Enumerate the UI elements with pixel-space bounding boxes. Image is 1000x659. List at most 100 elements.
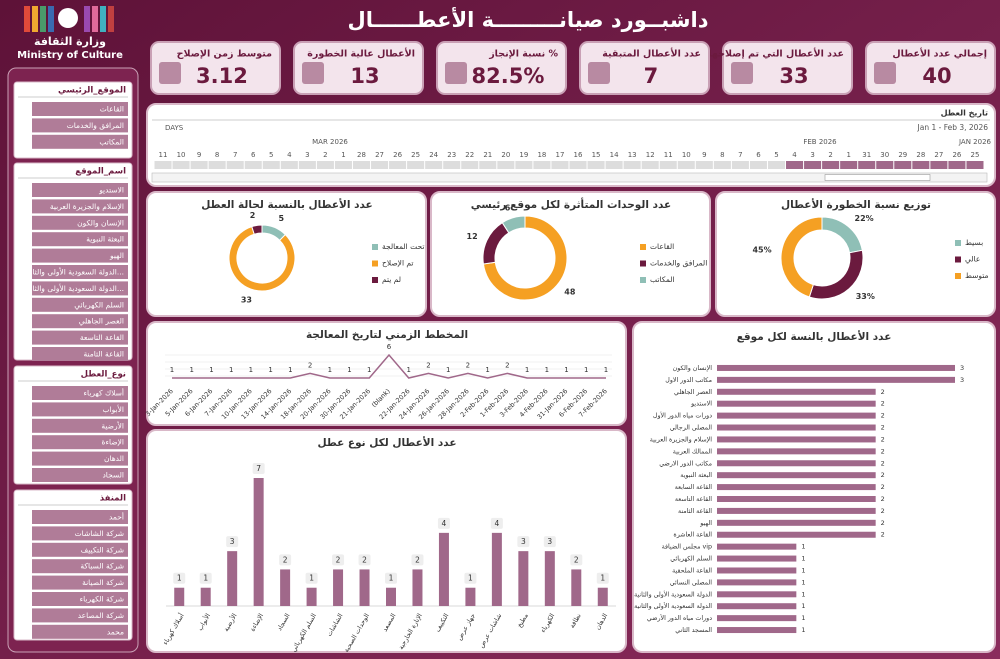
timeline-cell[interactable] <box>677 161 695 169</box>
timeline-cell[interactable] <box>804 161 822 169</box>
slicer-item[interactable] <box>32 418 128 433</box>
slicer-item[interactable] <box>32 386 128 400</box>
timeline-cell[interactable] <box>912 161 930 169</box>
slicer-item-label[interactable]: القاعة الثامنة <box>83 350 124 359</box>
timeline-cell[interactable] <box>876 161 894 169</box>
slicer-item-label[interactable]: أسلاك كهرباء <box>84 388 124 398</box>
timeline-cell[interactable] <box>587 161 605 169</box>
slicer-item[interactable] <box>32 134 128 149</box>
slicer-item-label[interactable]: الدولة السعودية الأولى والثا... <box>32 267 124 277</box>
slicer-item[interactable] <box>32 215 128 230</box>
slicer-item[interactable] <box>32 592 128 606</box>
slicer-item[interactable] <box>32 330 128 345</box>
slicer-item-label[interactable]: شركة السباكة <box>80 562 124 571</box>
slicer-item-label[interactable]: الإنسان والكون <box>77 218 124 227</box>
slicer-item[interactable] <box>32 232 128 247</box>
slicer-item-label[interactable]: شركة الشاشات <box>75 529 124 538</box>
slicer-item[interactable] <box>32 402 128 417</box>
timeline-cell[interactable] <box>749 161 767 169</box>
timeline-cell[interactable] <box>443 161 461 169</box>
timeline-cell[interactable] <box>280 161 298 169</box>
timeline-cell[interactable] <box>425 161 443 169</box>
slicer-item[interactable] <box>32 435 128 450</box>
slicer-item[interactable] <box>32 199 128 214</box>
timeline-cell[interactable] <box>298 161 316 169</box>
slicer-item-label[interactable]: المرافق والخدمات <box>67 121 124 130</box>
slicer-item-label[interactable]: السلم الكهربائي <box>74 300 124 309</box>
timeline-cell[interactable] <box>334 161 352 169</box>
timeline-cell[interactable] <box>858 161 876 169</box>
slicer-item[interactable] <box>32 526 128 541</box>
timeline-cell[interactable] <box>605 161 623 169</box>
timeline-cell[interactable] <box>371 161 389 169</box>
slicer-item-label[interactable]: محمد <box>107 627 124 636</box>
timeline-cell[interactable] <box>389 161 407 169</box>
timeline-cell[interactable] <box>226 161 244 169</box>
timeline-cell[interactable] <box>244 161 262 169</box>
slicer-item[interactable] <box>32 118 128 133</box>
slicer-item[interactable] <box>32 542 128 557</box>
timeline-cell[interactable] <box>948 161 966 169</box>
timeline-cell[interactable] <box>767 161 786 169</box>
slicer-item[interactable] <box>32 265 128 279</box>
slicer-item-label[interactable]: شركة التكييف <box>81 545 124 554</box>
slicer-item-label[interactable]: الدهان <box>104 454 124 463</box>
timeline-cell[interactable] <box>533 161 551 169</box>
timeline-cell[interactable] <box>930 161 948 169</box>
slicer-item[interactable] <box>32 102 128 116</box>
slicer-item-label[interactable]: السجاد <box>102 471 124 480</box>
slicer-item[interactable] <box>32 248 128 263</box>
timeline-cell[interactable] <box>497 161 515 169</box>
slicer-item-label[interactable]: الأرضية <box>101 420 124 430</box>
slicer-item[interactable] <box>32 297 128 312</box>
slicer-item[interactable] <box>32 451 128 466</box>
slicer-item-label[interactable]: القاعات <box>100 105 124 114</box>
slicer-item-label[interactable]: العصر الجاهلي <box>79 317 124 326</box>
timeline-cell[interactable] <box>316 161 334 169</box>
slicer-item-label[interactable]: شركة المصاعد <box>78 611 124 620</box>
timeline-cell[interactable] <box>623 161 641 169</box>
timeline-cell[interactable] <box>840 161 858 169</box>
slicer-item[interactable] <box>32 183 128 197</box>
slicer-item[interactable] <box>32 281 128 296</box>
slicer-item-label[interactable]: أحمد <box>109 512 124 522</box>
timeline-cell[interactable] <box>407 161 425 169</box>
slicer-item-label[interactable]: الدولة السعودية الأولى والثا... <box>32 283 124 293</box>
timeline-cell[interactable] <box>551 161 569 169</box>
slicer-item[interactable] <box>32 314 128 329</box>
timeline-cell[interactable] <box>966 161 984 169</box>
timeline-cell[interactable] <box>515 161 533 169</box>
slicer-item[interactable] <box>32 468 128 482</box>
timeline-cell[interactable] <box>731 161 749 169</box>
timeline-cell[interactable] <box>695 161 713 169</box>
timeline-cell[interactable] <box>154 161 172 169</box>
timeline-cell[interactable] <box>659 161 677 169</box>
timeline-cell[interactable] <box>894 161 912 169</box>
timeline-cell[interactable] <box>479 161 497 169</box>
slicer-item-label[interactable]: شركة الصيانة <box>82 578 124 587</box>
slicer-item[interactable] <box>32 347 128 361</box>
slicer-item-label[interactable]: القاعة التاسعة <box>80 333 124 342</box>
timeline-cell[interactable] <box>461 161 479 169</box>
slicer-item-label[interactable]: الهيو <box>109 251 124 260</box>
slicer-item-label[interactable]: البعثة النبوية <box>86 235 124 244</box>
slicer-item-label[interactable]: الاستديو <box>98 186 124 195</box>
timeline-thumb[interactable] <box>824 174 931 181</box>
timeline-cell[interactable] <box>786 161 804 169</box>
timeline-cell[interactable] <box>822 161 840 169</box>
slicer-item-label[interactable]: شركة الكهرباء <box>80 595 124 604</box>
timeline-cell[interactable] <box>172 161 190 169</box>
slicer-item-label[interactable]: الإضاءة <box>102 438 124 447</box>
timeline-cell[interactable] <box>262 161 280 169</box>
slicer-item[interactable] <box>32 624 128 639</box>
slicer-item-label[interactable]: المكاتب <box>99 137 124 146</box>
slicer-item[interactable] <box>32 608 128 623</box>
timeline-cell[interactable] <box>352 161 371 169</box>
slicer-item-label[interactable]: الأبواب <box>103 404 124 414</box>
slicer-item[interactable] <box>32 559 128 574</box>
slicer-item[interactable] <box>32 510 128 524</box>
timeline-cell[interactable] <box>713 161 731 169</box>
timeline-cell[interactable] <box>208 161 226 169</box>
timeline-cell[interactable] <box>190 161 208 169</box>
slicer-item[interactable] <box>32 575 128 590</box>
